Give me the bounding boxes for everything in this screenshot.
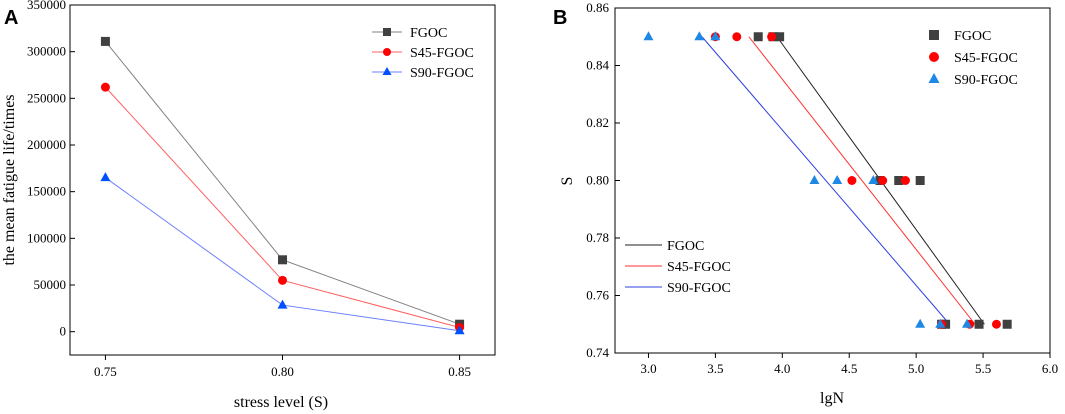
y-axis-ticks-b: 0.74 0.76 0.78 0.80 0.82 0.84 0.86 <box>586 0 620 360</box>
legend-label: FGOC <box>410 26 447 41</box>
legend-marker <box>383 48 391 56</box>
legend-marker <box>383 28 391 36</box>
legend-marker <box>382 67 392 75</box>
x-tick-label: 3.5 <box>707 361 723 376</box>
x-tick-label: 4.0 <box>774 361 790 376</box>
scatter-point-s45-fgoc <box>991 319 1001 329</box>
y-tick-label: 100000 <box>27 230 66 245</box>
scatter-point-s45-fgoc <box>767 32 777 42</box>
scatter-point-fgoc <box>894 176 904 185</box>
x-tick-label: 0.75 <box>94 364 117 379</box>
y-tick-label: 250000 <box>27 90 66 105</box>
chart-a: A 0 50000 100000 150000 200000 250000 300000 35… <box>1 0 496 411</box>
legend-scatter-b: FGOC S45-FGOC S90-FGOC <box>928 29 1018 88</box>
x-tick-label: 0.80 <box>271 364 294 379</box>
x-axis-ticks-b: 3.0 3.5 4.0 4.5 5.0 5.5 6.0 <box>640 353 1058 376</box>
legend-label: FGOC <box>667 239 704 254</box>
panel-label-a: A <box>4 7 18 29</box>
scatter-point-s90-fgoc <box>710 31 721 41</box>
x-axis-label-a: stress level (S) <box>234 394 328 411</box>
scatter-point-fgoc <box>1002 319 1012 329</box>
legend-label: S45-FGOC <box>410 46 474 61</box>
chart-b: B 0.74 0.76 0.78 0.80 0.82 0.84 0.86 3.0 3.5 4.0… <box>553 0 1058 407</box>
scatter-point-fgoc <box>974 319 984 329</box>
scatter-point-s45-fgoc <box>732 32 742 42</box>
scatter-points-b <box>643 31 1012 329</box>
legend-label: S90-FGOC <box>410 66 474 81</box>
scatter-point-s90-fgoc <box>832 175 843 184</box>
scatter-point-s90-fgoc <box>643 31 654 41</box>
legend-label: S90-FGOC <box>667 281 731 296</box>
y-tick-label: 0.78 <box>586 230 609 245</box>
data-point-fgoc <box>278 255 287 265</box>
legend-marker <box>929 52 939 62</box>
scatter-point-fgoc <box>753 32 763 42</box>
y-tick-label: 300000 <box>27 44 66 59</box>
series-lines-a <box>105 41 460 332</box>
scatter-point-fgoc <box>915 176 925 185</box>
y-tick-label: 0.86 <box>586 0 609 15</box>
legend-label: S90-FGOC <box>954 73 1018 88</box>
x-tick-label: 6.0 <box>1042 361 1058 376</box>
data-point-fgoc <box>100 36 110 46</box>
legend-marker <box>929 30 939 40</box>
x-tick-label: 4.5 <box>841 361 857 376</box>
legend-a: FGOC S45-FGOC S90-FGOC <box>372 26 474 81</box>
x-axis-label-b: lgN <box>820 390 844 407</box>
y-tick-label: 0 <box>60 324 67 339</box>
scatter-point-s90-fgoc <box>809 175 820 184</box>
y-tick-label: 0.76 <box>586 288 609 303</box>
fit-lines-b <box>701 36 985 325</box>
y-axis-ticks-a: 0 50000 100000 150000 200000 250000 300000 3500… <box>27 0 75 339</box>
scatter-point-s90-fgoc <box>935 318 946 328</box>
y-axis-label-b: S <box>559 177 576 186</box>
y-tick-label: 0.84 <box>586 58 609 73</box>
series-line-s45-fgoc <box>105 86 460 328</box>
fit-line-s45-fgoc <box>748 36 976 325</box>
x-tick-label: 5.0 <box>908 361 924 376</box>
legend-marker <box>928 73 940 83</box>
y-tick-label: 350000 <box>27 0 66 12</box>
data-point-s90-fgoc <box>454 325 465 335</box>
fit-line-s90-fgoc <box>701 36 950 325</box>
y-tick-label: 0.74 <box>586 345 609 360</box>
panel-label-b: B <box>553 7 567 29</box>
scatter-point-s90-fgoc <box>962 318 973 328</box>
x-tick-label: 0.85 <box>448 364 471 379</box>
scatter-point-fgoc <box>775 32 785 42</box>
scatter-point-s90-fgoc <box>868 175 879 184</box>
y-axis-label-a: the mean fatigue life/times <box>1 94 18 265</box>
y-tick-label: 0.82 <box>586 115 609 130</box>
y-tick-label: 200000 <box>27 137 66 152</box>
scatter-point-s45-fgoc <box>900 176 910 185</box>
y-tick-label: 50000 <box>34 277 67 292</box>
scatter-point-s90-fgoc <box>694 31 705 41</box>
x-tick-label: 5.5 <box>975 361 991 376</box>
x-axis-ticks-a: 0.75 0.80 0.85 <box>94 355 471 379</box>
data-point-s45-fgoc <box>100 82 110 92</box>
legend-label: S45-FGOC <box>954 51 1018 66</box>
scatter-point-s90-fgoc <box>915 318 926 328</box>
y-tick-label: 150000 <box>27 184 66 199</box>
data-point-s90-fgoc <box>100 172 111 182</box>
legend-label: FGOC <box>954 29 991 44</box>
scatter-point-s45-fgoc <box>847 176 857 185</box>
legend-label: S45-FGOC <box>667 260 731 275</box>
x-tick-label: 3.0 <box>640 361 656 376</box>
legend-fits-b: FGOC S45-FGOC S90-FGOC <box>625 239 731 296</box>
data-point-s90-fgoc <box>277 299 288 309</box>
series-markers-a <box>100 36 465 335</box>
scatter-point-s45-fgoc <box>878 176 888 185</box>
y-tick-label: 0.80 <box>586 173 609 188</box>
data-point-s45-fgoc <box>278 275 287 285</box>
